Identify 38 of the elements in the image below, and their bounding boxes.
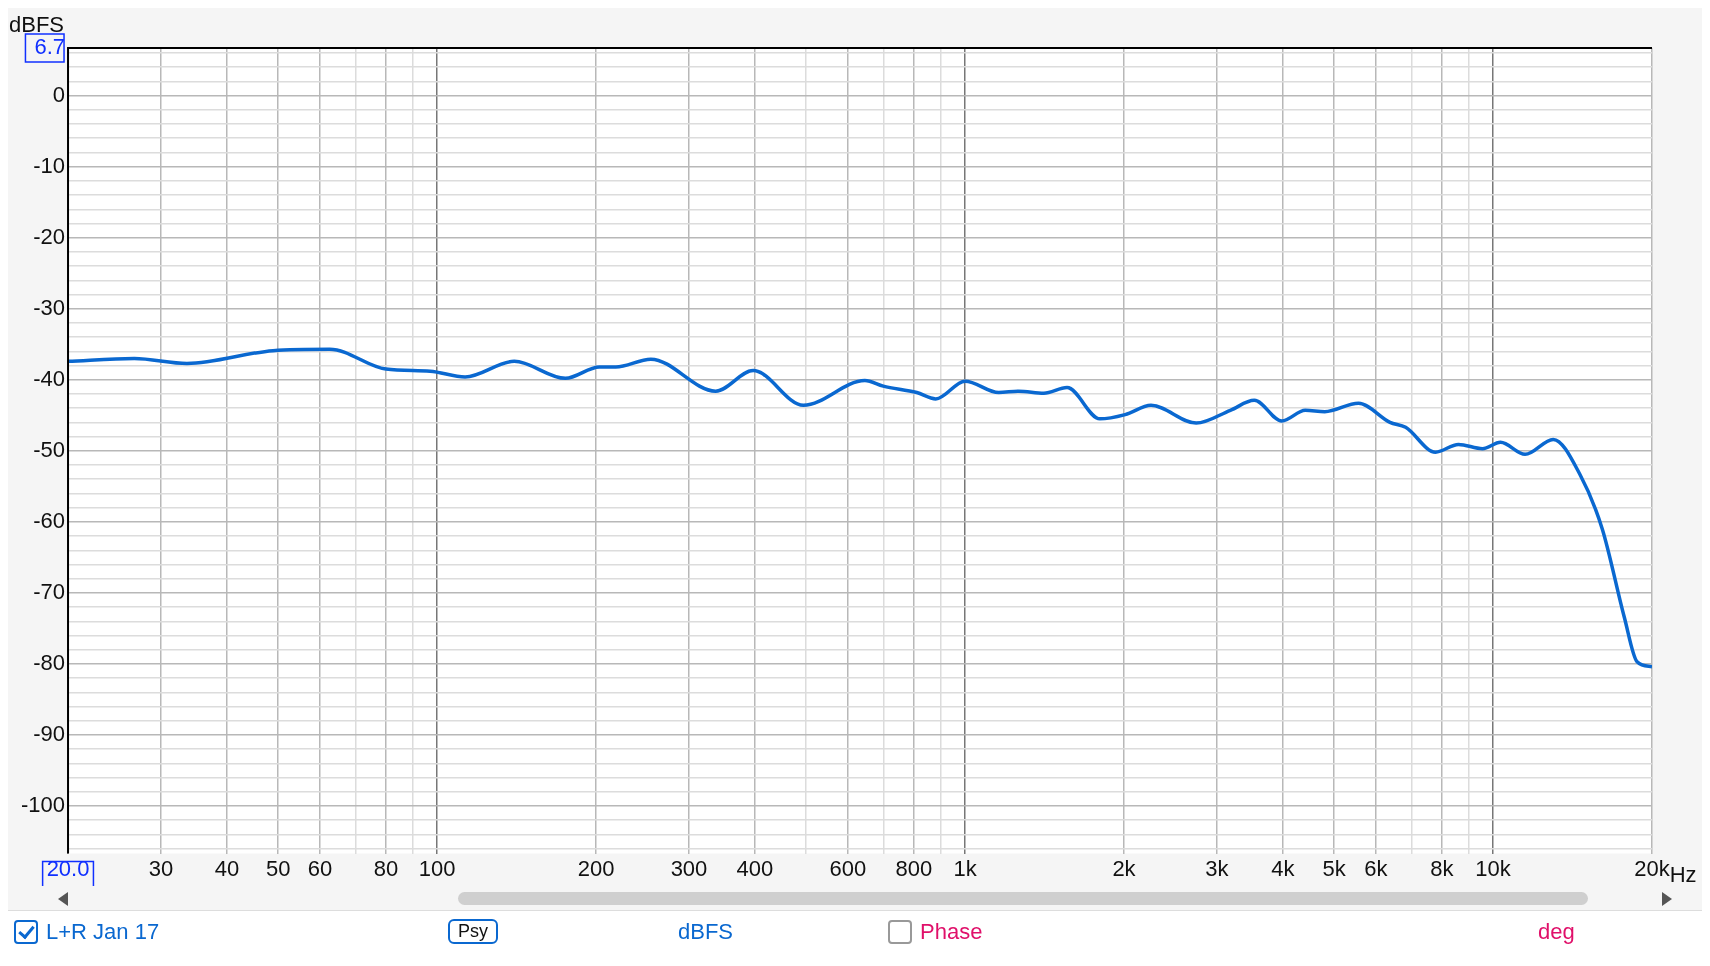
- y-tick-label: -30: [33, 294, 66, 320]
- x-tick-label: 8k: [1430, 855, 1455, 881]
- x-tick-label: 60: [307, 855, 333, 881]
- x-tick-label: 2k: [1112, 855, 1137, 881]
- y-tick-label: -90: [33, 721, 66, 747]
- y-tick-label: -10: [33, 152, 66, 178]
- text: deg: [1538, 919, 1575, 945]
- text: Psy: [448, 919, 499, 944]
- y-tick-label: -40: [33, 365, 66, 391]
- x-tick-label: 5k: [1322, 855, 1347, 881]
- x-axis-title: Hz: [1669, 861, 1697, 887]
- x-tick-label: 50: [265, 855, 291, 881]
- x-tick-label: 300: [670, 855, 708, 881]
- y-tick-label: -100: [20, 792, 66, 818]
- x-tick-label: 3k: [1205, 855, 1230, 881]
- text: Phase: [920, 919, 983, 945]
- y-tick-label: 0: [52, 81, 66, 107]
- x-tick-label: 20k: [1634, 855, 1671, 881]
- y-axis-title: dBFS: [9, 12, 65, 38]
- y-tick-label: -80: [33, 649, 66, 675]
- x-tick-label: 80: [373, 855, 399, 881]
- y-tick-label: -20: [33, 223, 66, 249]
- x-tick-label: 30: [148, 855, 174, 881]
- x-tick-label: 6k: [1364, 855, 1389, 881]
- y-tick-label: -60: [33, 507, 66, 533]
- x-tick-label: 800: [895, 855, 933, 881]
- text: dBFS: [678, 919, 734, 945]
- x-tick-label: 600: [829, 855, 867, 881]
- x-tick-label: 100: [418, 855, 456, 881]
- x-tick-label: 400: [736, 855, 774, 881]
- x-tick-label: 1k: [953, 855, 978, 881]
- x-tick-label: 10k: [1475, 855, 1512, 881]
- x-tick-label: 200: [577, 855, 615, 881]
- x-tick-label: 4k: [1271, 855, 1296, 881]
- legend-label: L+R Jan 17: [46, 919, 160, 945]
- x-tick-label: 40: [214, 855, 240, 881]
- y-tick-label: -50: [33, 436, 66, 462]
- y-tick-label: -70: [33, 578, 66, 604]
